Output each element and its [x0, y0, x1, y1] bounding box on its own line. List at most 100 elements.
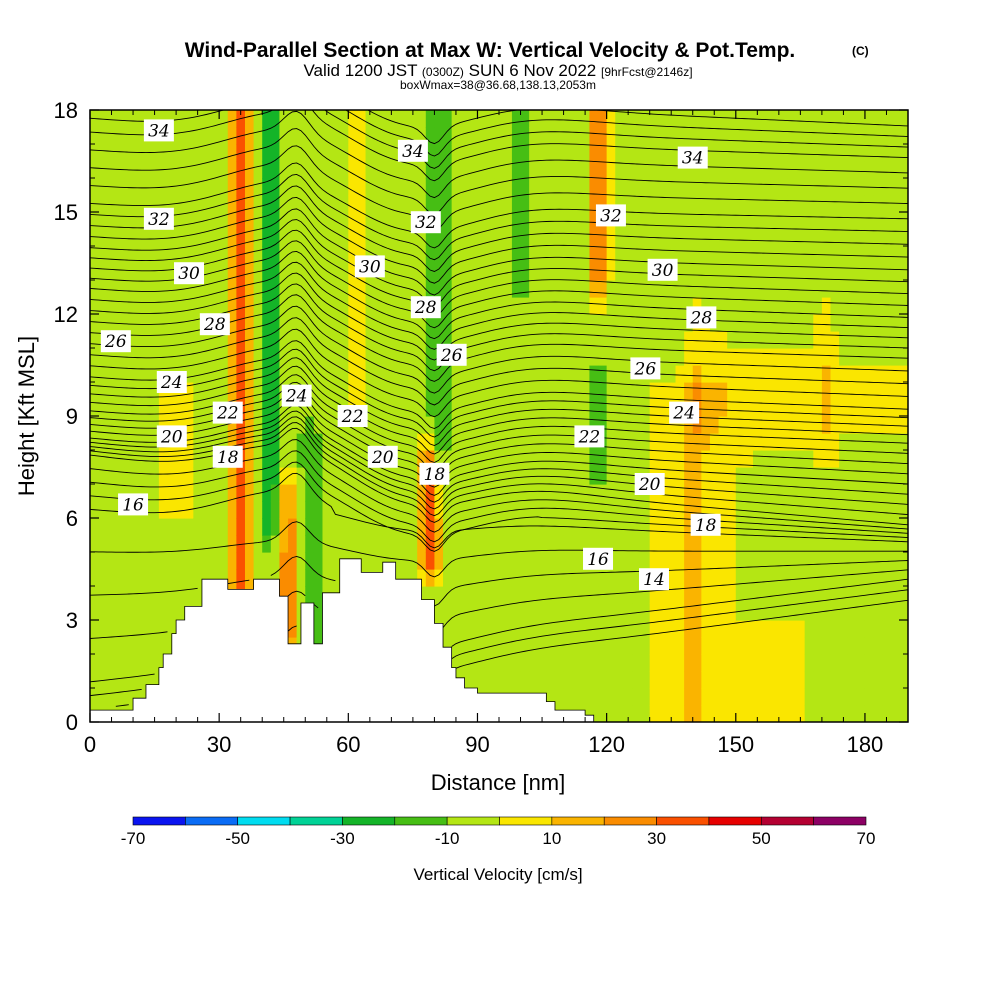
contour-label-bg [337, 405, 368, 427]
velocity-cell [744, 671, 754, 689]
velocity-cell [641, 144, 651, 162]
velocity-cell [821, 263, 832, 281]
velocity-cell [107, 501, 117, 519]
velocity-cell [210, 484, 220, 502]
velocity-cell [580, 654, 591, 672]
velocity-cell [279, 263, 289, 281]
velocity-cell [529, 382, 539, 400]
velocity-cell [115, 467, 126, 485]
velocity-cell [873, 501, 883, 519]
velocity-cell [606, 688, 616, 706]
velocity-cell [90, 637, 100, 655]
velocity-cell [709, 110, 720, 128]
velocity-cell [244, 501, 255, 519]
velocity-cell [262, 450, 272, 468]
contour-label: 34 [677, 146, 708, 169]
velocity-cell [107, 280, 117, 298]
velocity-cell [882, 518, 892, 536]
velocity-cell [546, 654, 556, 672]
velocity-cell [124, 552, 134, 570]
velocity-cell [856, 654, 866, 672]
velocity-cell [770, 603, 780, 621]
velocity-cell [356, 518, 367, 536]
velocity-cell [684, 212, 694, 230]
velocity-cell [666, 178, 677, 196]
colorbar-swatch [185, 816, 239, 826]
velocity-cell [115, 671, 126, 689]
velocity-cell [753, 535, 763, 553]
velocity-cell [847, 280, 857, 298]
velocity-cell [761, 348, 771, 366]
velocity-cell [365, 535, 375, 553]
colorbar-swatch [499, 816, 553, 826]
velocity-cell [253, 246, 263, 264]
contour-label-text: 28 [690, 308, 713, 328]
velocity-cell [150, 450, 160, 468]
velocity-cell [262, 331, 272, 349]
velocity-cell [753, 246, 763, 264]
velocity-cell [839, 450, 849, 468]
velocity-cell [331, 450, 341, 468]
velocity-cell [98, 127, 108, 145]
velocity-cell [554, 552, 565, 570]
velocity-cell [563, 331, 573, 349]
velocity-cell [529, 467, 539, 485]
velocity-cell [839, 127, 849, 145]
colorbar-tick-label: 50 [752, 829, 771, 848]
velocity-cell [804, 127, 814, 145]
velocity-cell [546, 433, 556, 451]
velocity-cell [873, 467, 883, 485]
velocity-cell [511, 518, 522, 536]
velocity-cell [882, 348, 892, 366]
velocity-cell [684, 484, 694, 502]
velocity-cell [288, 518, 298, 536]
velocity-cell [150, 314, 160, 332]
velocity-cell [331, 127, 341, 145]
y-tick-label: 15 [54, 200, 78, 225]
velocity-cell [425, 178, 436, 196]
velocity-cell [262, 382, 272, 400]
velocity-cell [684, 671, 694, 689]
velocity-cell [98, 467, 108, 485]
velocity-cell [606, 416, 616, 434]
contour-label: 30 [647, 258, 678, 281]
velocity-cell [451, 110, 461, 128]
velocity-cell [210, 382, 220, 400]
velocity-cell [847, 195, 857, 213]
velocity-cell [503, 246, 513, 264]
velocity-cell [856, 688, 866, 706]
velocity-cell [296, 212, 306, 230]
velocity-cell [184, 297, 194, 315]
velocity-cell [374, 229, 384, 247]
velocity-cell [529, 399, 539, 417]
isentrope-line [90, 450, 908, 543]
velocity-cell [443, 127, 453, 145]
velocity-cell [244, 365, 255, 383]
velocity-cell [890, 416, 900, 434]
velocity-cell [658, 348, 668, 366]
velocity-cell [864, 569, 875, 587]
velocity-cell [494, 110, 504, 128]
velocity-cell [847, 212, 857, 230]
velocity-cell [821, 229, 832, 247]
velocity-cell [288, 195, 298, 213]
velocity-cell [468, 127, 479, 145]
velocity-cell [322, 416, 332, 434]
velocity-cell [90, 620, 100, 638]
velocity-cell [288, 569, 298, 587]
velocity-cell [503, 671, 513, 689]
contour-label-text: 22 [578, 427, 601, 447]
velocity-cell [804, 552, 814, 570]
velocity-cell [615, 399, 625, 417]
velocity-cell [554, 161, 565, 179]
velocity-cell [684, 654, 694, 672]
velocity-cell [167, 297, 177, 315]
velocity-cell [821, 382, 832, 400]
velocity-cell [718, 127, 728, 145]
velocity-cell [451, 637, 461, 655]
velocity-cell [546, 552, 556, 570]
velocity-cell [830, 280, 840, 298]
velocity-cell [718, 586, 728, 604]
velocity-cell [864, 671, 875, 689]
velocity-cell [219, 280, 229, 298]
